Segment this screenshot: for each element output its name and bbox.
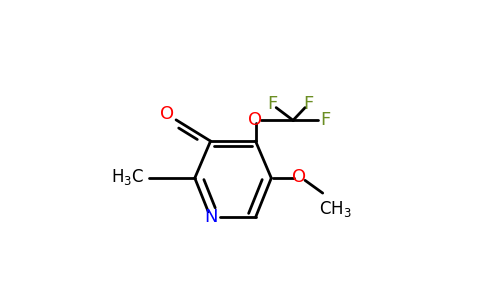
Text: N: N (204, 208, 217, 226)
Text: O: O (292, 168, 306, 186)
Text: H$_3$C: H$_3$C (111, 167, 144, 187)
Text: O: O (160, 105, 174, 123)
Text: O: O (248, 111, 263, 129)
Text: F: F (303, 95, 313, 113)
Text: F: F (320, 111, 330, 129)
Text: CH$_3$: CH$_3$ (318, 199, 351, 219)
Text: F: F (267, 95, 277, 113)
